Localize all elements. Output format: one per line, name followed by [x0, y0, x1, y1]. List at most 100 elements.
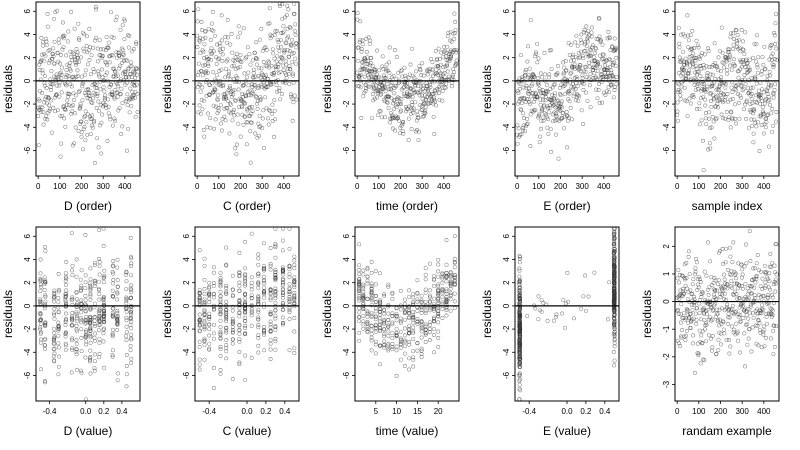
data-point — [64, 330, 68, 335]
data-point — [727, 338, 731, 342]
data-point — [710, 348, 714, 353]
data-point — [436, 46, 441, 51]
data-point — [774, 324, 779, 329]
data-point — [421, 83, 426, 88]
data-point — [394, 348, 399, 353]
data-point — [99, 120, 104, 125]
data-point — [84, 320, 89, 325]
data-point — [289, 92, 293, 97]
data-point — [597, 100, 602, 105]
data-point — [693, 64, 698, 69]
y-tick-label: -4 — [23, 123, 32, 131]
data-point — [129, 254, 134, 259]
data-point — [407, 326, 412, 331]
data-point — [722, 272, 726, 277]
y-tick-label: 4 — [342, 32, 351, 37]
data-point — [697, 301, 702, 306]
data-point — [197, 312, 202, 317]
data-point — [63, 271, 68, 276]
data-point — [115, 257, 120, 262]
data-point — [357, 315, 362, 319]
data-point — [753, 120, 757, 125]
data-point — [528, 101, 533, 106]
data-point — [79, 298, 84, 303]
data-point — [407, 307, 412, 312]
data-point — [360, 42, 365, 47]
data-point — [268, 288, 273, 293]
data-point — [79, 130, 84, 135]
data-point — [207, 346, 212, 351]
data-point — [97, 340, 102, 345]
data-point — [685, 60, 690, 65]
data-point — [440, 81, 445, 86]
data-point — [601, 74, 606, 79]
data-point — [438, 62, 443, 67]
data-point — [402, 93, 407, 98]
x-tick-label: 100 — [53, 182, 67, 191]
data-point — [129, 97, 134, 102]
data-point — [679, 302, 684, 307]
data-point — [96, 145, 101, 150]
data-point — [104, 70, 109, 75]
data-point — [115, 265, 120, 270]
data-point — [237, 339, 242, 344]
data-point — [47, 48, 52, 52]
data-point — [226, 88, 231, 92]
data-point — [752, 300, 757, 305]
data-point — [686, 33, 690, 38]
data-point — [232, 88, 237, 93]
data-point — [390, 290, 395, 295]
data-point — [257, 113, 262, 118]
data-point — [60, 20, 65, 25]
data-point — [365, 321, 370, 326]
data-point — [268, 312, 273, 317]
data-point — [714, 116, 719, 121]
data-point — [678, 97, 683, 102]
data-point — [427, 295, 432, 300]
data-point — [612, 227, 617, 231]
data-point — [518, 53, 523, 58]
data-point — [83, 280, 88, 285]
data-point — [676, 268, 681, 273]
data-point — [80, 81, 85, 86]
data-point — [43, 323, 48, 328]
data-point — [273, 270, 278, 275]
data-point — [78, 102, 83, 107]
data-point — [206, 57, 211, 62]
data-point — [203, 35, 208, 40]
data-point — [233, 98, 238, 103]
data-point — [754, 93, 758, 98]
data-point — [728, 344, 733, 349]
data-point — [740, 267, 745, 272]
data-point — [365, 265, 370, 270]
data-point — [598, 53, 603, 58]
data-point — [262, 264, 266, 269]
data-point — [728, 245, 732, 250]
data-point — [211, 291, 216, 296]
data-point — [262, 348, 266, 353]
data-point — [270, 111, 275, 116]
data-point — [197, 357, 202, 362]
data-point — [120, 101, 125, 106]
data-point — [378, 316, 382, 321]
data-point — [357, 319, 362, 324]
data-point — [759, 309, 764, 313]
data-point — [240, 105, 245, 110]
data-point — [43, 116, 48, 121]
data-point — [692, 294, 697, 299]
data-point — [769, 111, 774, 116]
data-point — [205, 57, 210, 62]
data-point — [129, 361, 134, 365]
data-point — [746, 296, 751, 301]
data-point — [293, 22, 298, 27]
data-point — [391, 116, 396, 121]
data-point — [440, 289, 445, 294]
data-point — [38, 107, 43, 112]
data-point — [91, 120, 96, 125]
data-point — [38, 367, 43, 372]
data-point — [600, 100, 605, 105]
data-point — [448, 273, 453, 278]
data-point — [687, 96, 692, 101]
data-point — [711, 93, 716, 98]
data-point — [287, 287, 292, 292]
